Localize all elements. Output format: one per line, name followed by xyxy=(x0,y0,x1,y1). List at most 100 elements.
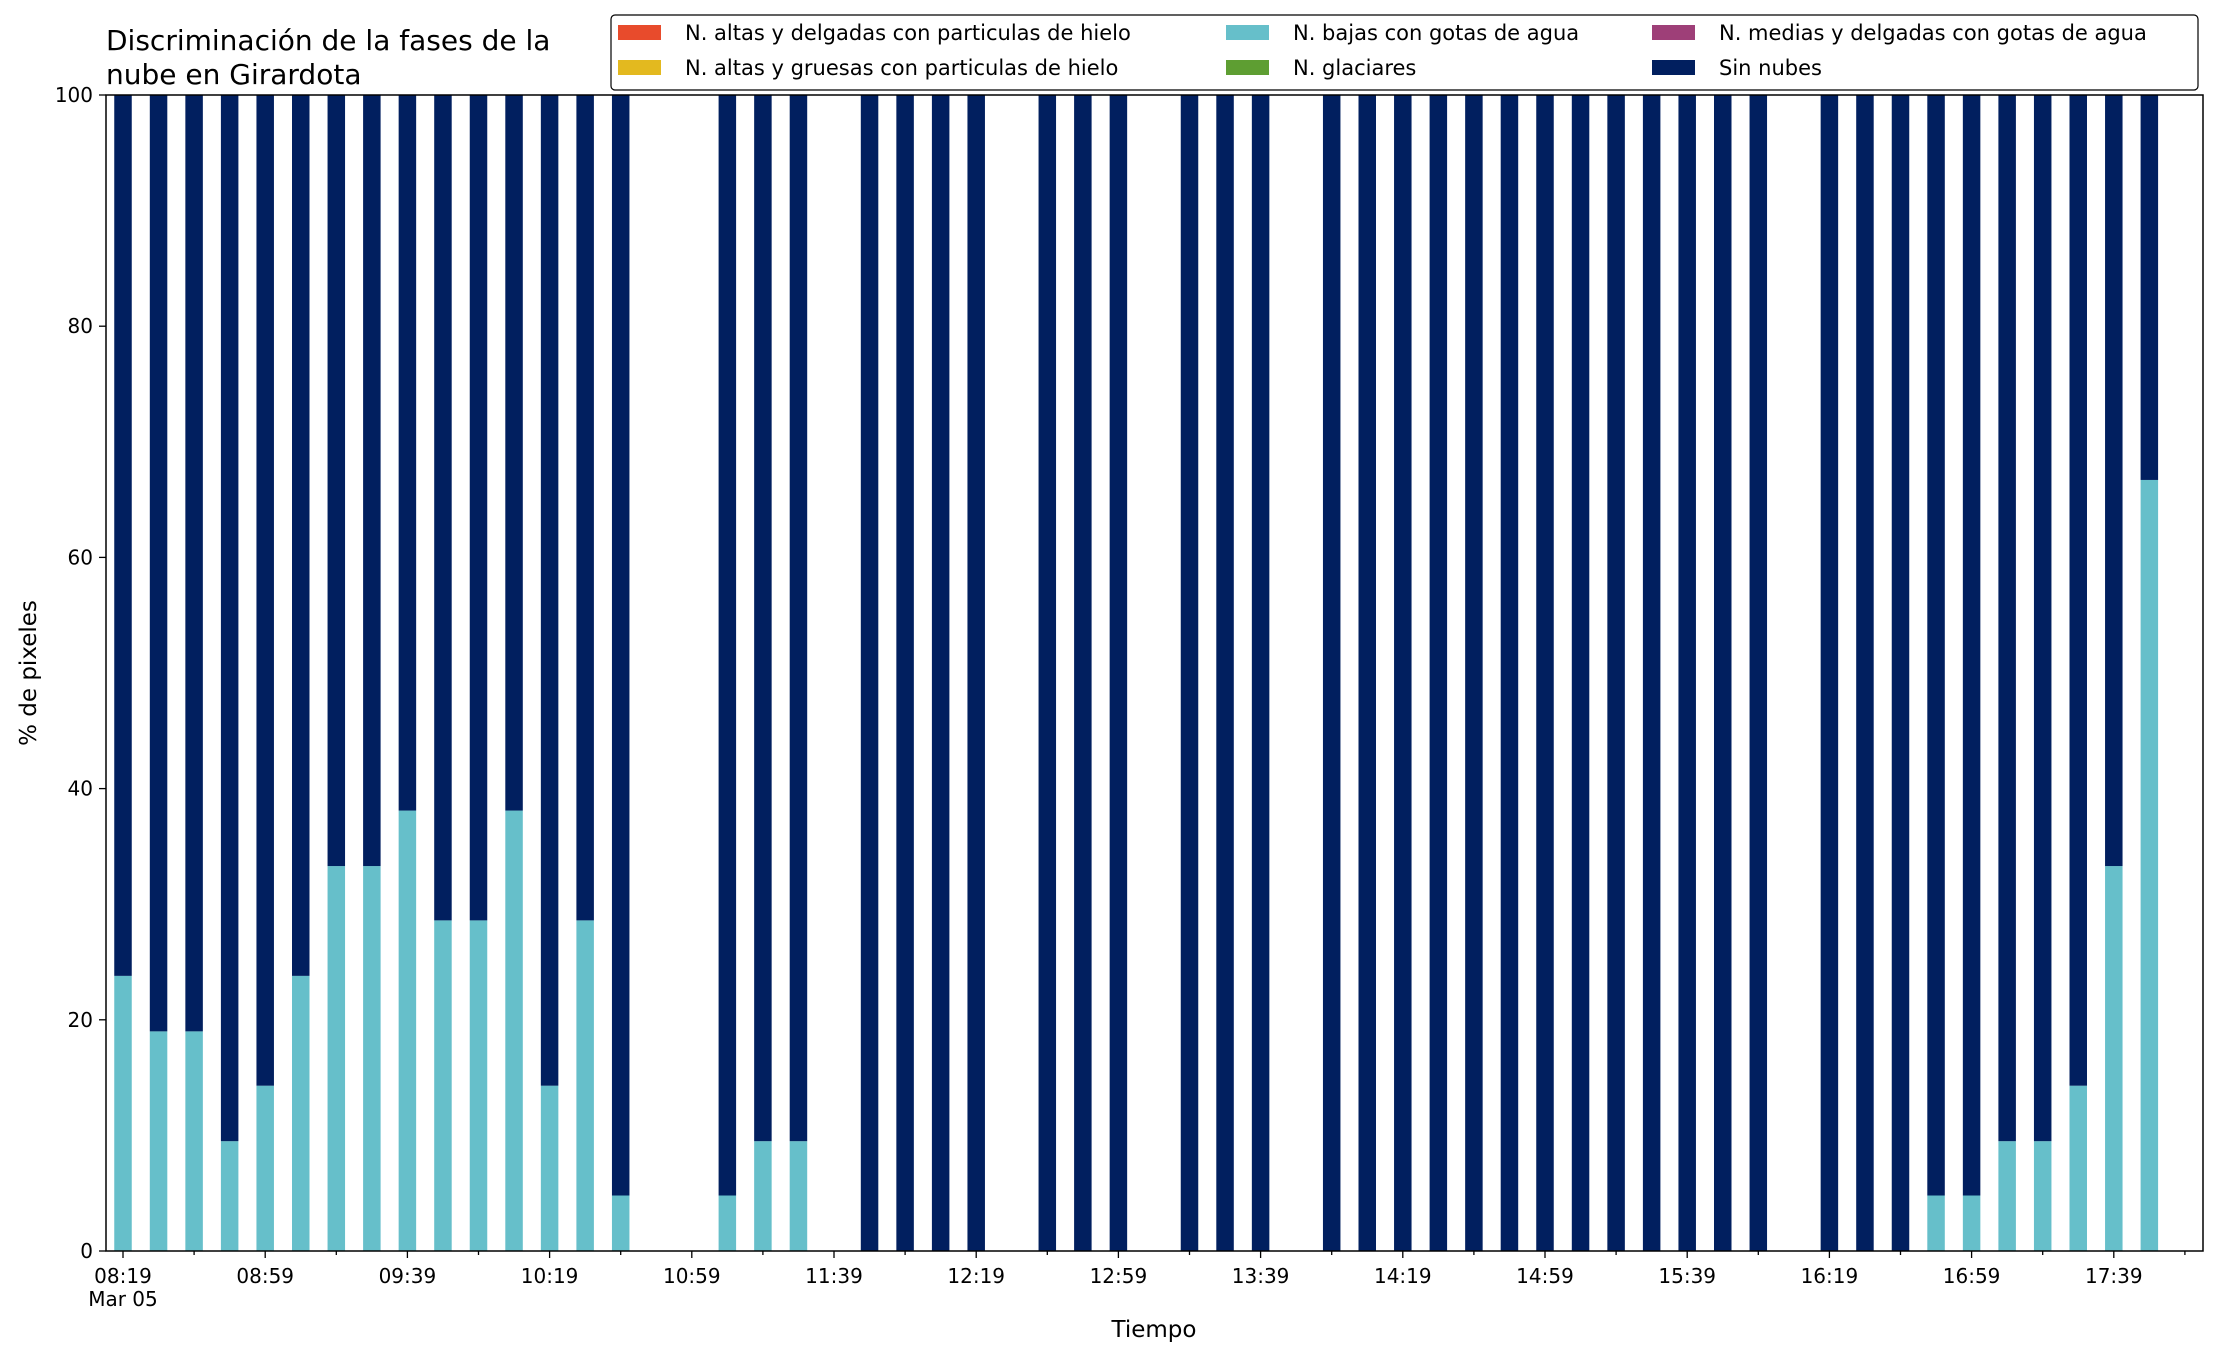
bar-sin-nubes xyxy=(1465,95,1483,1251)
bar-sin-nubes xyxy=(718,95,737,1196)
bar-n-bajas-con-gotas-de-agua xyxy=(149,1031,168,1251)
legend-label: N. bajas con gotas de agua xyxy=(1293,21,1579,45)
bar-n-bajas-con-gotas-de-agua xyxy=(611,1195,630,1251)
bar-sin-nubes xyxy=(220,95,239,1142)
bar-sin-nubes xyxy=(1180,95,1199,1251)
bar-sin-nubes xyxy=(754,95,772,1142)
bar-n-bajas-con-gotas-de-agua xyxy=(754,1141,772,1251)
bar-n-bajas-con-gotas-de-agua xyxy=(434,920,452,1251)
legend-swatch xyxy=(1652,60,1695,75)
legend: N. altas y delgadas con particulas de hi… xyxy=(610,14,2199,91)
chart-title-line-1: Discriminación de la fases de la xyxy=(106,24,550,57)
bar-sin-nubes xyxy=(398,95,417,811)
bar-sin-nubes xyxy=(1856,95,1874,1251)
bar-sin-nubes xyxy=(1322,95,1341,1251)
bar-sin-nubes xyxy=(1571,95,1590,1251)
y-tick-label: 100 xyxy=(55,83,93,107)
y-axis-label: % de pixeles xyxy=(16,600,42,746)
legend-label: N. altas y gruesas con particulas de hie… xyxy=(685,56,1118,80)
legend-label: N. glaciares xyxy=(1293,56,1416,80)
x-tick-label: 10:59 xyxy=(663,1264,721,1288)
x-tick-label: 14:19 xyxy=(1374,1264,1432,1288)
bar-n-bajas-con-gotas-de-agua xyxy=(2033,1141,2052,1251)
bar-sin-nubes xyxy=(576,95,594,921)
legend-frame xyxy=(610,14,2199,91)
bar-sin-nubes xyxy=(185,95,203,1032)
bar-n-bajas-con-gotas-de-agua xyxy=(114,975,132,1251)
x-tick-label: 11:39 xyxy=(805,1264,863,1288)
bar-sin-nubes xyxy=(896,95,914,1251)
bar-sin-nubes xyxy=(2033,95,2052,1142)
x-tick-label: 15:39 xyxy=(1658,1264,1716,1288)
bar-sin-nubes xyxy=(1642,95,1661,1251)
bar-n-bajas-con-gotas-de-agua xyxy=(2069,1085,2087,1251)
bar-sin-nubes xyxy=(363,95,381,867)
bar-sin-nubes xyxy=(1429,95,1448,1251)
y-tick-label: 20 xyxy=(68,1008,93,1032)
bar-sin-nubes xyxy=(2140,95,2159,480)
bar-series xyxy=(114,95,2159,1251)
bar-n-bajas-con-gotas-de-agua xyxy=(256,1085,274,1251)
bar-sin-nubes xyxy=(1038,95,1057,1251)
x-tick-label: 08:19 xyxy=(94,1264,152,1288)
bar-n-bajas-con-gotas-de-agua xyxy=(789,1141,808,1251)
legend-label: N. medias y delgadas con gotas de agua xyxy=(1719,21,2147,45)
y-axis: 0 20 40 60 80 100 xyxy=(55,83,106,1263)
bar-sin-nubes xyxy=(149,95,168,1032)
bar-n-bajas-con-gotas-de-agua xyxy=(469,920,488,1251)
x-axis: 08:19 08:59 09:39 10:19 10:59 11:39 12:19 12:59… xyxy=(88,1251,2186,1311)
bar-sin-nubes xyxy=(540,95,559,1086)
x-tick-label: 10:19 xyxy=(521,1264,579,1288)
legend-label: N. altas y delgadas con particulas de hi… xyxy=(685,21,1131,45)
legend-label: Sin nubes xyxy=(1719,56,1822,80)
x-tick-label: 16:19 xyxy=(1801,1264,1859,1288)
bar-sin-nubes xyxy=(789,95,808,1142)
chart-title: Discriminación de la fases de la nube en… xyxy=(106,24,550,91)
x-tick-label: 13:39 xyxy=(1232,1264,1290,1288)
bar-n-bajas-con-gotas-de-agua xyxy=(540,1085,559,1251)
y-tick-label: 60 xyxy=(68,545,93,569)
bar-sin-nubes xyxy=(1714,95,1732,1251)
y-tick-label: 0 xyxy=(80,1239,93,1263)
x-tick-label: 12:19 xyxy=(947,1264,1005,1288)
bar-n-bajas-con-gotas-de-agua xyxy=(327,866,346,1251)
bar-n-bajas-con-gotas-de-agua xyxy=(292,975,310,1251)
bar-sin-nubes xyxy=(1500,95,1519,1251)
bar-sin-nubes xyxy=(1216,95,1234,1251)
bar-sin-nubes xyxy=(2069,95,2087,1086)
bar-sin-nubes xyxy=(434,95,452,921)
bar-sin-nubes xyxy=(469,95,488,921)
bar-sin-nubes xyxy=(1358,95,1376,1251)
bar-n-bajas-con-gotas-de-agua xyxy=(1927,1195,1945,1251)
x-tick-label: 12:59 xyxy=(1090,1264,1148,1288)
bar-sin-nubes xyxy=(1074,95,1092,1251)
bar-sin-nubes xyxy=(860,95,879,1251)
bar-sin-nubes xyxy=(256,95,274,1086)
bar-sin-nubes xyxy=(931,95,950,1251)
bar-n-bajas-con-gotas-de-agua xyxy=(185,1031,203,1251)
bar-sin-nubes xyxy=(1678,95,1696,1251)
bar-sin-nubes xyxy=(1927,95,1945,1196)
bar-sin-nubes xyxy=(1749,95,1768,1251)
legend-swatch xyxy=(1652,25,1695,40)
bar-sin-nubes xyxy=(1394,95,1412,1251)
bar-sin-nubes xyxy=(1891,95,1910,1251)
bar-sin-nubes xyxy=(967,95,985,1251)
bar-n-bajas-con-gotas-de-agua xyxy=(576,920,594,1251)
x-tick-label: 08:59 xyxy=(236,1264,294,1288)
bar-sin-nubes xyxy=(114,95,132,976)
legend-swatch xyxy=(618,60,661,75)
bar-sin-nubes xyxy=(1109,95,1128,1251)
bar-n-bajas-con-gotas-de-agua xyxy=(398,810,417,1251)
bar-n-bajas-con-gotas-de-agua xyxy=(718,1195,737,1251)
legend-swatch xyxy=(1226,25,1269,40)
bar-n-bajas-con-gotas-de-agua xyxy=(363,866,381,1251)
bar-sin-nubes xyxy=(1251,95,1270,1251)
bar-sin-nubes xyxy=(2105,95,2123,867)
bar-n-bajas-con-gotas-de-agua xyxy=(2105,866,2123,1251)
y-tick-label: 40 xyxy=(68,777,93,801)
bar-n-bajas-con-gotas-de-agua xyxy=(220,1141,239,1251)
bar-sin-nubes xyxy=(1998,95,2016,1142)
y-tick-label: 80 xyxy=(68,314,93,338)
